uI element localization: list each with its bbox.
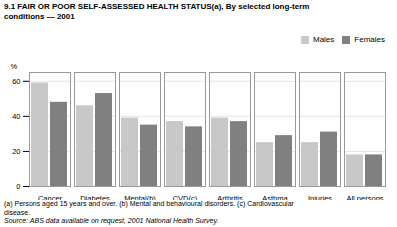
- html-text:disease.: disease.: [4, 208, 31, 216]
- html-text:Males: Males: [313, 35, 335, 44]
- svg-text:20: 20: [12, 147, 20, 156]
- svg-text:Diabetes: Diabetes: [80, 194, 110, 200]
- svg-text:60: 60: [12, 77, 20, 86]
- svg-text:%: %: [11, 62, 18, 71]
- html-text:Source: ABS data available on: Source: ABS data available on request, 2…: [4, 217, 219, 224]
- html-text:(a) Persons aged 15 years and: (a) Persons aged 15 years and over. (b) …: [4, 200, 294, 207]
- svg-text:Arthritis: Arthritis: [217, 194, 243, 200]
- svg-text:Asthma: Asthma: [262, 194, 288, 200]
- html-text:9.1 FAIR OR POOR SELF-ASSESSED: 9.1 FAIR OR POOR SELF-ASSESSED HEALTH ST…: [4, 2, 310, 11]
- svg-text:Cancer: Cancer: [38, 194, 63, 200]
- html-text:Females: Females: [354, 35, 385, 44]
- svg-text:40: 40: [12, 112, 20, 121]
- svg-text:All persons: All persons: [346, 194, 383, 200]
- svg-text:CVD(c): CVD(c): [173, 194, 198, 200]
- svg-text:0: 0: [16, 182, 20, 191]
- svg-text:Mental(b): Mental(b): [124, 194, 156, 200]
- svg-text:Injuries: Injuries: [308, 194, 332, 200]
- html-text:conditions — 2001: conditions — 2001: [4, 12, 75, 21]
